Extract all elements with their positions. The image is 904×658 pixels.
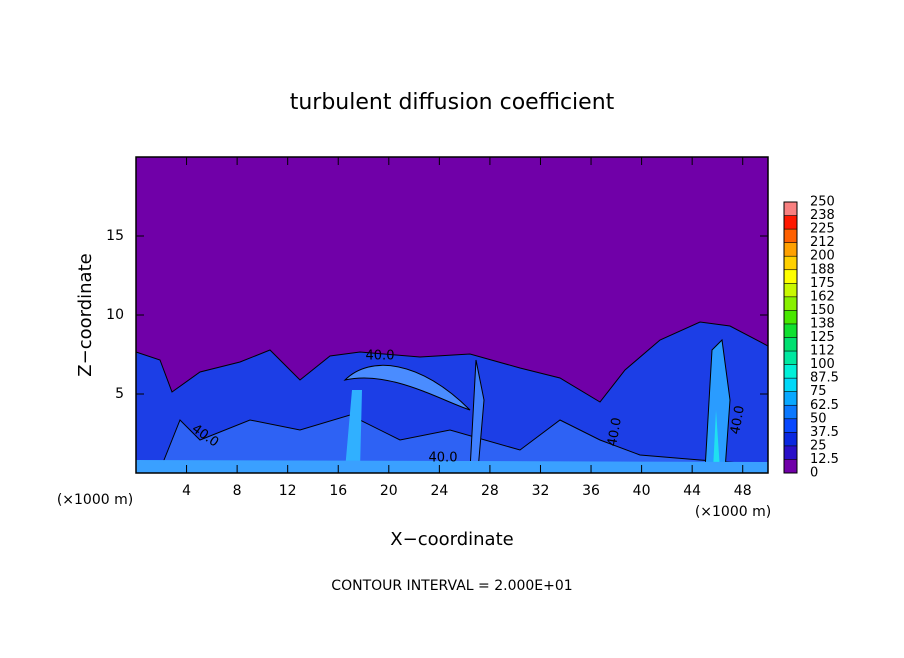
- colorbar-swatch: [784, 337, 797, 352]
- colorbar-swatch: [784, 378, 797, 392]
- colorbar-tick-label: 62.5: [810, 398, 839, 413]
- colorbar-swatch: [784, 445, 797, 460]
- chart-title: turbulent diffusion coefficient: [290, 90, 615, 115]
- colorbar-tick-label: 138: [810, 316, 835, 331]
- contour-label: 40.0: [605, 416, 625, 447]
- colorbar-tick-label: 0: [810, 466, 818, 481]
- field: 40.0 40.0 40.0 40.0 40.0: [135, 157, 769, 474]
- colorbar-tick-label: 112: [810, 344, 835, 359]
- colorbar-tick-label: 125: [810, 330, 835, 345]
- colorbar-tick-label: 162: [810, 289, 835, 304]
- colorbar-tick-label: 225: [810, 222, 835, 237]
- colorbar-tick-label: 175: [810, 276, 835, 291]
- x-tick-label: 12: [279, 483, 297, 499]
- field-region: [343, 364, 471, 411]
- x-tick-label: 28: [481, 483, 499, 499]
- x-tick-label: 32: [532, 483, 550, 499]
- colorbar-tick-label: 25: [810, 438, 827, 453]
- contour-label: 40.0: [728, 404, 748, 435]
- colorbar-tick-label: 250: [810, 195, 835, 210]
- colorbar-swatch: [784, 215, 797, 230]
- x-tick-label: 48: [734, 483, 752, 499]
- colorbar-tick-label: 37.5: [810, 425, 839, 440]
- colorbar-swatch: [784, 310, 797, 324]
- y-tick-label: 5: [115, 386, 124, 402]
- colorbar-tick-label: 87.5: [810, 371, 839, 386]
- x-axis-label: X−coordinate: [390, 529, 513, 550]
- colorbar-swatch: [784, 405, 797, 419]
- y-tick-label: 15: [106, 228, 124, 244]
- colorbar-swatch: [784, 202, 797, 216]
- colorbar-swatch: [784, 351, 797, 365]
- field-region: [136, 460, 768, 473]
- colorbar-swatch: [784, 256, 797, 270]
- y-axis-label: Z−coordinate: [75, 253, 96, 376]
- colorbar-swatch: [784, 391, 797, 406]
- colorbar-tick-label: 212: [810, 235, 835, 250]
- colorbar-tick-label: 150: [810, 303, 835, 318]
- colorbar-swatch: [784, 364, 797, 379]
- x-tick-label: 40: [633, 483, 651, 499]
- colorbar-swatch: [784, 296, 797, 311]
- colorbar-swatch: [784, 283, 797, 297]
- colorbar-tick-label: 238: [810, 208, 835, 223]
- y-tick-label: 10: [106, 307, 124, 323]
- footer-note: CONTOUR INTERVAL = 2.000E+01: [331, 578, 572, 594]
- x-unit-label: (×1000 m): [57, 492, 133, 508]
- colorbar-swatch: [784, 459, 797, 473]
- colorbar-tick-label: 12.5: [810, 452, 839, 467]
- colorbar-swatch: [784, 418, 797, 433]
- colorbar-swatch: [784, 323, 797, 338]
- x-tick-label: 8: [233, 483, 242, 499]
- field-region: [713, 410, 720, 470]
- colorbar-swatch: [784, 432, 797, 446]
- colorbar-swatch: [784, 242, 797, 257]
- colorbar-tick-label: 200: [810, 249, 835, 264]
- field-region: [345, 390, 362, 470]
- x-tick-label: 20: [380, 483, 398, 499]
- colorbar-tick-label: 188: [810, 262, 835, 277]
- contour-label: 40.0: [429, 451, 458, 466]
- x-tick-label: 4: [182, 483, 191, 499]
- x-tick-label: 44: [683, 483, 701, 499]
- contour-label: 40.0: [366, 349, 395, 364]
- colorbar-swatch: [784, 269, 797, 284]
- colorbar-tick-label: 50: [810, 411, 827, 426]
- x-tick-label: 16: [329, 483, 347, 499]
- colorbar-tick-label: 75: [810, 384, 827, 399]
- colorbar-tick-label: 100: [810, 357, 835, 372]
- x-tick-label: 24: [430, 483, 448, 499]
- x-tick-label: 36: [582, 483, 600, 499]
- colorbar-swatch: [784, 229, 797, 243]
- x-unit-label: (×1000 m): [695, 504, 771, 520]
